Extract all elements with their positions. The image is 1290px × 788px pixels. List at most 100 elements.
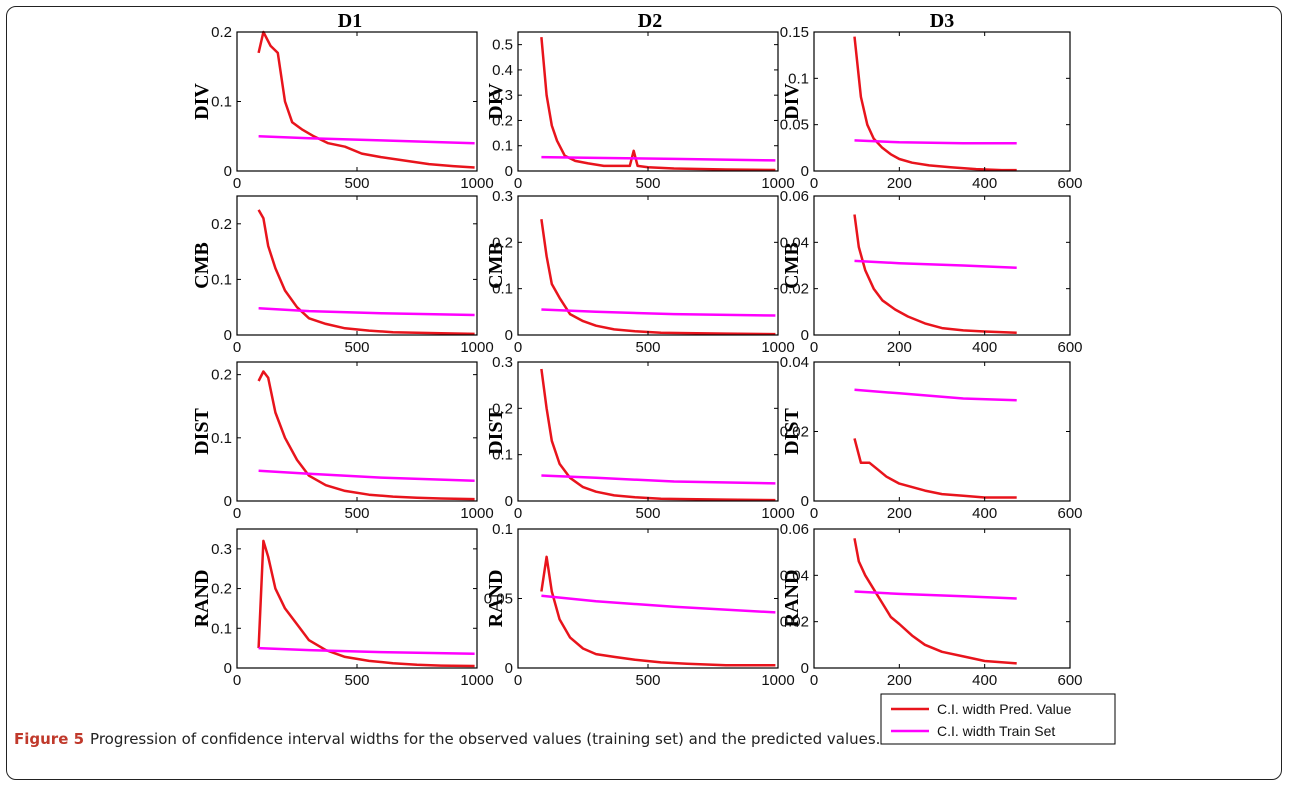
- ytick-label-d2-cmb-0: 0: [505, 327, 513, 344]
- series-line-pred-d2-div: [540, 36, 776, 172]
- ylabel-d3-rand: RAND: [781, 570, 803, 628]
- column-title-d1: D1: [338, 10, 362, 32]
- ytick-label-d2-rand-1: 0.05: [484, 591, 513, 608]
- ytick-label-d3-div-0: 0: [801, 163, 809, 180]
- ytick-label-d3-div-1: 0.05: [780, 117, 809, 134]
- ytick-label-d2-div-5: 0.5: [492, 37, 513, 54]
- figure-caption-label: Figure 5: [14, 730, 85, 748]
- xtick-label-d3-dist-0: 0: [810, 505, 818, 522]
- figure-caption-text: Progression of confidence interval width…: [90, 730, 881, 748]
- xtick-label-d3-div-1: 200: [887, 175, 912, 192]
- xtick-label-d1-cmb-0: 0: [233, 339, 241, 356]
- ylabel-d2-div: DIV: [485, 83, 507, 120]
- ytick-label-d2-cmb-1: 0.1: [492, 281, 513, 298]
- subplot-d2-dist: DIST 0 500 1000 0 0.1 0.2 0.3: [485, 354, 795, 522]
- series-line-pred-d2-cmb: [540, 219, 776, 336]
- xtick-label-d2-rand-0: 0: [514, 672, 522, 689]
- ytick-label-d1-div-2: 0.2: [211, 24, 232, 41]
- ylabel-d2-dist: DIST: [485, 408, 507, 455]
- ylabel-d1-dist: DIST: [191, 408, 213, 455]
- subplot-d3-div: DIV 0 200 400 600 0 0.05 0.1 0.15: [780, 24, 1083, 192]
- xtick-label-d2-rand-2: 1000: [761, 672, 794, 689]
- subplot-d3-dist: DIST 0 200 400 600 0 0.02 0.04: [780, 354, 1083, 522]
- xtick-label-d3-dist-2: 400: [972, 505, 997, 522]
- subplot-d3-cmb: CMB 0 200 400 600 0 0.02 0.04 0.06: [780, 188, 1083, 356]
- column-title-d2: D2: [638, 10, 662, 32]
- xtick-label-d3-rand-1: 200: [887, 672, 912, 689]
- series-line-train-d3-dist: [854, 388, 1017, 402]
- xtick-label-d1-dist-0: 0: [233, 505, 241, 522]
- axes-box-d2-div: [517, 31, 779, 172]
- xtick-label-d1-cmb-2: 1000: [460, 339, 493, 356]
- series-line-pred-d1-cmb: [257, 209, 475, 336]
- subplot-d1-div: DIV 0 500 1000 0 0.1 0.2: [191, 24, 494, 192]
- ytick-label-d1-cmb-0: 0: [224, 327, 232, 344]
- ytick-label-d1-rand-1: 0.1: [211, 620, 232, 637]
- series-line-train-d1-div: [258, 135, 475, 145]
- xtick-label-d1-dist-1: 500: [344, 505, 369, 522]
- xtick-label-d3-div-2: 400: [972, 175, 997, 192]
- ytick-label-d2-dist-1: 0.1: [492, 447, 513, 464]
- series-line-train-d2-rand: [541, 594, 776, 614]
- series-line-pred-d2-rand: [540, 555, 776, 667]
- ytick-label-d2-div-4: 0.4: [492, 62, 513, 79]
- xtick-label-d3-rand-3: 600: [1057, 672, 1082, 689]
- xtick-label-d1-div-2: 1000: [460, 175, 493, 192]
- ylabel-d1-rand: RAND: [191, 570, 213, 628]
- ytick-label-d3-dist-0: 0: [801, 493, 809, 510]
- xtick-label-d1-cmb-1: 500: [344, 339, 369, 356]
- axes-box-d3-div: [813, 31, 1071, 172]
- ytick-label-d1-dist-1: 0.1: [211, 430, 232, 447]
- figure-frame: [6, 6, 1282, 780]
- ytick-label-d3-cmb-1: 0.02: [780, 281, 809, 298]
- xtick-label-d2-cmb-2: 1000: [761, 339, 794, 356]
- ylabel-d3-cmb: CMB: [781, 242, 803, 289]
- xtick-label-d3-rand-2: 400: [972, 672, 997, 689]
- series-line-pred-d3-cmb: [853, 214, 1017, 334]
- series-line-train-d2-cmb: [541, 308, 776, 317]
- series-line-pred-d1-dist: [257, 370, 475, 501]
- series-line-train-d2-div: [541, 155, 776, 162]
- ytick-label-d3-rand-2: 0.04: [780, 567, 809, 584]
- series-line-pred-d3-dist: [853, 438, 1017, 499]
- ytick-label-d2-rand-0: 0: [505, 660, 513, 677]
- subplot-d2-cmb: CMB 0 500 1000 0 0.1 0.2 0.3: [485, 188, 795, 356]
- ytick-label-d2-div-2: 0.2: [492, 112, 513, 129]
- ytick-label-d2-dist-0: 0: [505, 493, 513, 510]
- xtick-label-d3-cmb-3: 600: [1057, 339, 1082, 356]
- ytick-label-d1-dist-0: 0: [224, 493, 232, 510]
- series-line-train-d1-dist: [258, 469, 475, 483]
- series-line-pred-d2-dist: [540, 368, 776, 502]
- xtick-label-d1-div-1: 500: [344, 175, 369, 192]
- figure-caption: Figure 5 Progression of confidence interv…: [14, 730, 1264, 748]
- ytick-label-d2-cmb-2: 0.2: [492, 234, 513, 251]
- subplot-d1-cmb: CMB 0 500 1000 0 0.1 0.2: [191, 195, 494, 356]
- xtick-label-d3-div-3: 600: [1057, 175, 1082, 192]
- subplot-d2-rand: RAND 0 500 1000 0 0.05 0.1: [484, 521, 795, 689]
- xtick-label-d2-div-2: 1000: [761, 175, 794, 192]
- ylabel-d1-div: DIV: [191, 83, 213, 120]
- xtick-label-d1-rand-2: 1000: [460, 672, 493, 689]
- xtick-label-d3-cmb-2: 400: [972, 339, 997, 356]
- ylabel-d3-div: DIV: [781, 83, 803, 120]
- ylabel-d1-cmb: CMB: [191, 242, 213, 289]
- ytick-label-d3-rand-3: 0.06: [780, 521, 809, 538]
- axes-box-d3-rand: [813, 528, 1071, 669]
- series-line-pred-d1-div: [257, 30, 475, 169]
- ytick-label-d3-cmb-3: 0.06: [780, 188, 809, 205]
- ytick-label-d3-div-2: 0.1: [788, 70, 809, 87]
- xtick-label-d2-dist-0: 0: [514, 505, 522, 522]
- ytick-label-d1-rand-3: 0.3: [211, 541, 232, 558]
- subplot-d3-rand: RAND 0 200 400 600 0 0.02 0.04 0.06: [780, 521, 1083, 689]
- series-line-pred-d3-rand: [853, 538, 1017, 665]
- series-line-train-d1-cmb: [258, 307, 475, 317]
- xtick-label-d2-cmb-1: 500: [635, 339, 660, 356]
- column-title-d3: D3: [930, 10, 954, 32]
- xtick-label-d2-cmb-0: 0: [514, 339, 522, 356]
- subplot-d1-rand: RAND 0 500 1000 0 0.1 0.2 0.3: [191, 528, 494, 689]
- series-line-train-d1-rand: [258, 646, 475, 655]
- axes-box-d3-dist: [813, 361, 1071, 502]
- ytick-label-d1-div-1: 0.1: [211, 94, 232, 111]
- xtick-label-d1-div-0: 0: [233, 175, 241, 192]
